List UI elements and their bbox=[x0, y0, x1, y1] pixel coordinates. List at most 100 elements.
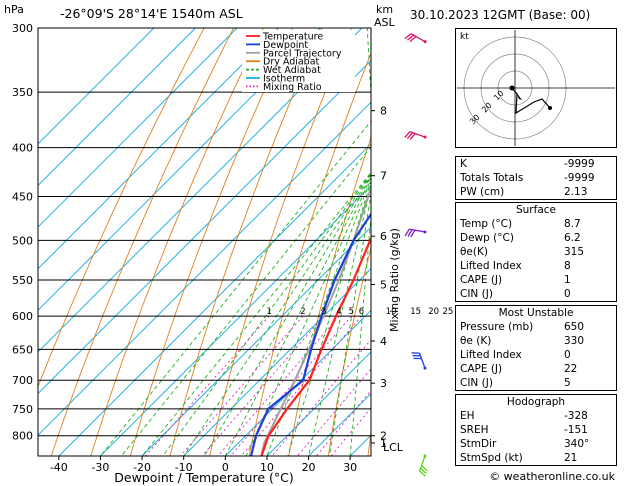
mixing-ratio-line bbox=[201, 315, 325, 456]
hodo-row: SREH -151 bbox=[456, 423, 616, 437]
hodo-label: SREH bbox=[460, 424, 489, 436]
mixing-ratio-line bbox=[240, 315, 362, 456]
mu-value: 330 bbox=[564, 335, 585, 347]
pressure-tick-label: 650 bbox=[12, 343, 33, 356]
hodo-value: -328 bbox=[564, 410, 588, 422]
isotherm-line bbox=[38, 28, 238, 228]
pressure-tick-label: 450 bbox=[12, 191, 33, 204]
wet-adiabat-line bbox=[141, 171, 371, 456]
mixing-ratio-label: 25 bbox=[442, 307, 453, 317]
wind-barb-flag bbox=[407, 229, 413, 237]
km-tick-label: 1 bbox=[380, 437, 387, 450]
legend-label: Isotherm bbox=[263, 74, 305, 85]
hodo-label: EH bbox=[460, 410, 475, 422]
surface-value: 6.2 bbox=[564, 232, 581, 244]
wind-barb-flag bbox=[421, 465, 428, 472]
surface-value: 1 bbox=[564, 274, 571, 286]
x-tick-label: -30 bbox=[91, 461, 109, 474]
mixing-ratio-label: 20 bbox=[428, 307, 439, 317]
storm-motion-marker bbox=[509, 85, 515, 91]
wind-barb-flag bbox=[406, 34, 415, 41]
surface-label: Dewp (°C) bbox=[460, 232, 514, 244]
legend-label: Wet Adiabat bbox=[263, 65, 321, 76]
surface-label: Temp (°C) bbox=[460, 218, 513, 230]
dry-adiabat-line bbox=[248, 52, 371, 456]
mixing-ratio-label: 10 bbox=[386, 307, 397, 317]
pressure-tick-label: 350 bbox=[12, 86, 33, 99]
dry-adiabat-line bbox=[209, 28, 353, 456]
wet-adiabat-line bbox=[183, 172, 371, 456]
x-tick-label: -40 bbox=[50, 461, 68, 474]
surface-value: 8 bbox=[564, 260, 571, 272]
surface-label: Lifted Index bbox=[460, 260, 522, 272]
surface-value: 8.7 bbox=[564, 218, 581, 230]
mu-row: CIN (J) 5 bbox=[456, 376, 616, 390]
surface-title: Surface bbox=[515, 204, 556, 216]
surface-row: θe(K) 315 bbox=[456, 245, 616, 259]
wind-barbs bbox=[404, 33, 428, 477]
x-tick-label: 0 bbox=[222, 461, 229, 474]
wind-barb-base bbox=[423, 454, 427, 458]
isotherm-line bbox=[38, 59, 371, 395]
mu-label: CAPE (J) bbox=[460, 363, 503, 375]
pressure-tick-label: 300 bbox=[12, 22, 33, 35]
isotherm-line bbox=[266, 351, 371, 456]
datetime-label: 30.10.2023 12GMT (Base: 00) bbox=[410, 8, 590, 22]
hodograph: kt 10 20 30 bbox=[455, 28, 617, 148]
isotherm-line bbox=[38, 101, 371, 436]
surface-label: CAPE (J) bbox=[460, 274, 503, 286]
wet-adiabat-line bbox=[120, 146, 371, 456]
wind-barb-icon bbox=[404, 130, 427, 141]
mu-value: 5 bbox=[564, 377, 571, 389]
wet-adiabat-line bbox=[162, 172, 371, 456]
isobars bbox=[38, 27, 371, 437]
wind-barb-base bbox=[423, 366, 427, 370]
mixing-ratio-line bbox=[330, 407, 371, 456]
hodo-row: EH -328 bbox=[456, 409, 616, 423]
isotherm-line bbox=[38, 28, 155, 145]
wet-adiabat-line bbox=[349, 210, 371, 456]
mixing-ratio-label: 1 bbox=[267, 307, 272, 317]
legend-label: Parcel Trajectory bbox=[263, 48, 342, 59]
hodograph-arrow-icon bbox=[516, 92, 522, 100]
surface-row: Temp (°C) 8.7 bbox=[456, 217, 616, 231]
surface-panel: Surface Temp (°C) 8.7 Dewp (°C) 6.2 θe(K) 3… bbox=[455, 202, 617, 302]
hodograph-indices-panel: Hodograph EH -328 SREH -151 StmDir 340° Stm… bbox=[455, 394, 617, 466]
km-unit: km bbox=[376, 3, 393, 16]
hodo-value: 340° bbox=[564, 438, 590, 450]
index-label: Totals Totals bbox=[460, 172, 524, 184]
wind-barb-flag bbox=[420, 467, 427, 475]
wet-adiabat-line bbox=[203, 173, 371, 456]
index-label: K bbox=[460, 158, 467, 170]
hodo-row: StmSpd (kt) 21 bbox=[456, 451, 616, 465]
x-tick-label: -20 bbox=[133, 461, 151, 474]
mu-value: 22 bbox=[564, 363, 578, 375]
mixing-ratio-line bbox=[271, 339, 371, 456]
hodograph-end-point bbox=[548, 106, 552, 110]
x-tick-label: 20 bbox=[302, 461, 316, 474]
surface-row: CIN (J) 0 bbox=[456, 287, 616, 301]
profiles bbox=[250, 184, 371, 456]
mixing-ratio-label: 3 bbox=[321, 307, 326, 317]
lcl-label: LCL bbox=[383, 441, 404, 454]
hodo-label: StmSpd (kt) bbox=[460, 452, 523, 464]
surface-label: CIN (J) bbox=[460, 288, 493, 300]
hodo-label: StmDir bbox=[460, 438, 497, 450]
index-value: -9999 bbox=[564, 158, 595, 170]
most-unstable-title: Most Unstable bbox=[498, 307, 574, 319]
skewt-grid bbox=[38, 28, 371, 456]
index-row: K -9999 bbox=[456, 157, 616, 171]
plot-frame bbox=[37, 27, 372, 457]
mixing-ratio-line bbox=[230, 315, 352, 456]
parcel-trajectory-line bbox=[260, 184, 371, 456]
pressure-tick-label: 550 bbox=[12, 274, 33, 287]
surface-label: θe(K) bbox=[460, 246, 488, 258]
isotherm-line bbox=[141, 226, 371, 456]
km-tick-label: 3 bbox=[380, 377, 387, 390]
mixing-ratio-line bbox=[180, 315, 304, 456]
mixing-ratio-line bbox=[217, 315, 340, 456]
pressure-tick-label: 750 bbox=[12, 403, 33, 416]
wind-barb-flag bbox=[410, 229, 416, 238]
km-tick-label: 8 bbox=[380, 105, 387, 118]
pressure-tick-label: 700 bbox=[12, 374, 33, 387]
